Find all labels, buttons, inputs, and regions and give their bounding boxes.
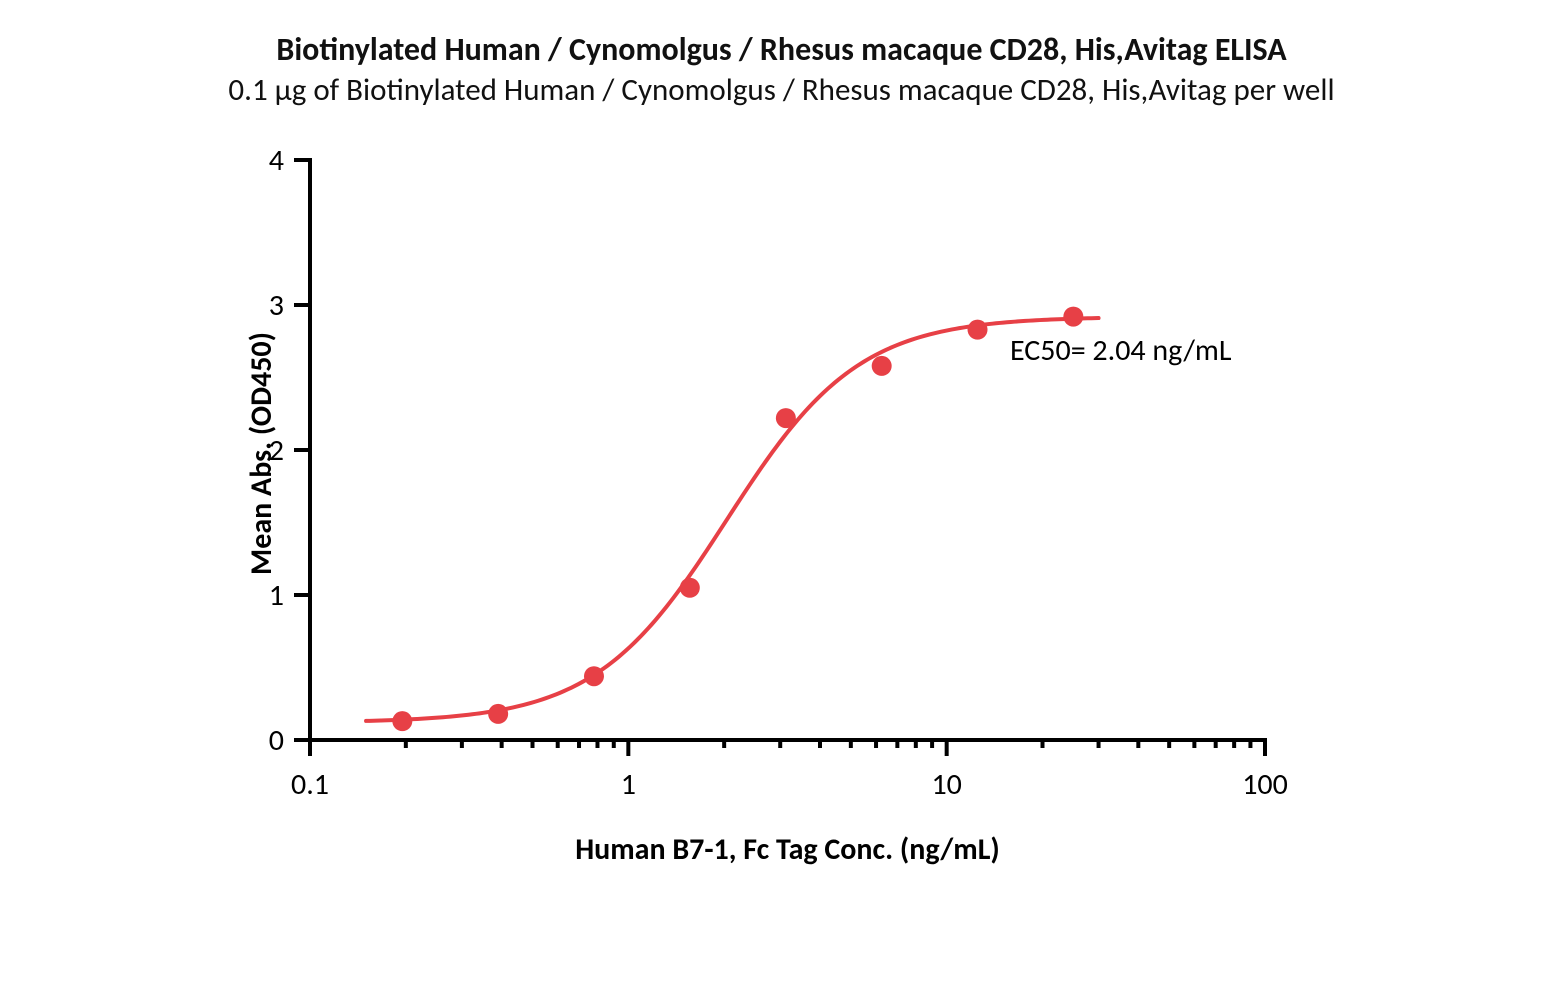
x-tick-label: 1 [588,766,668,803]
y-tick-label: 4 [269,142,284,179]
x-tick-label: 0.1 [270,766,350,803]
y-tick-label: 2 [269,432,284,469]
chart-plot [0,0,1563,981]
y-tick-label: 3 [269,287,284,324]
y-tick-label: 0 [269,722,284,759]
y-tick-label: 1 [269,577,284,614]
figure-container: Biotinylated Human / Cynomolgus / Rhesus… [0,0,1563,981]
x-tick-label: 10 [907,766,987,803]
x-tick-label: 100 [1225,766,1305,803]
